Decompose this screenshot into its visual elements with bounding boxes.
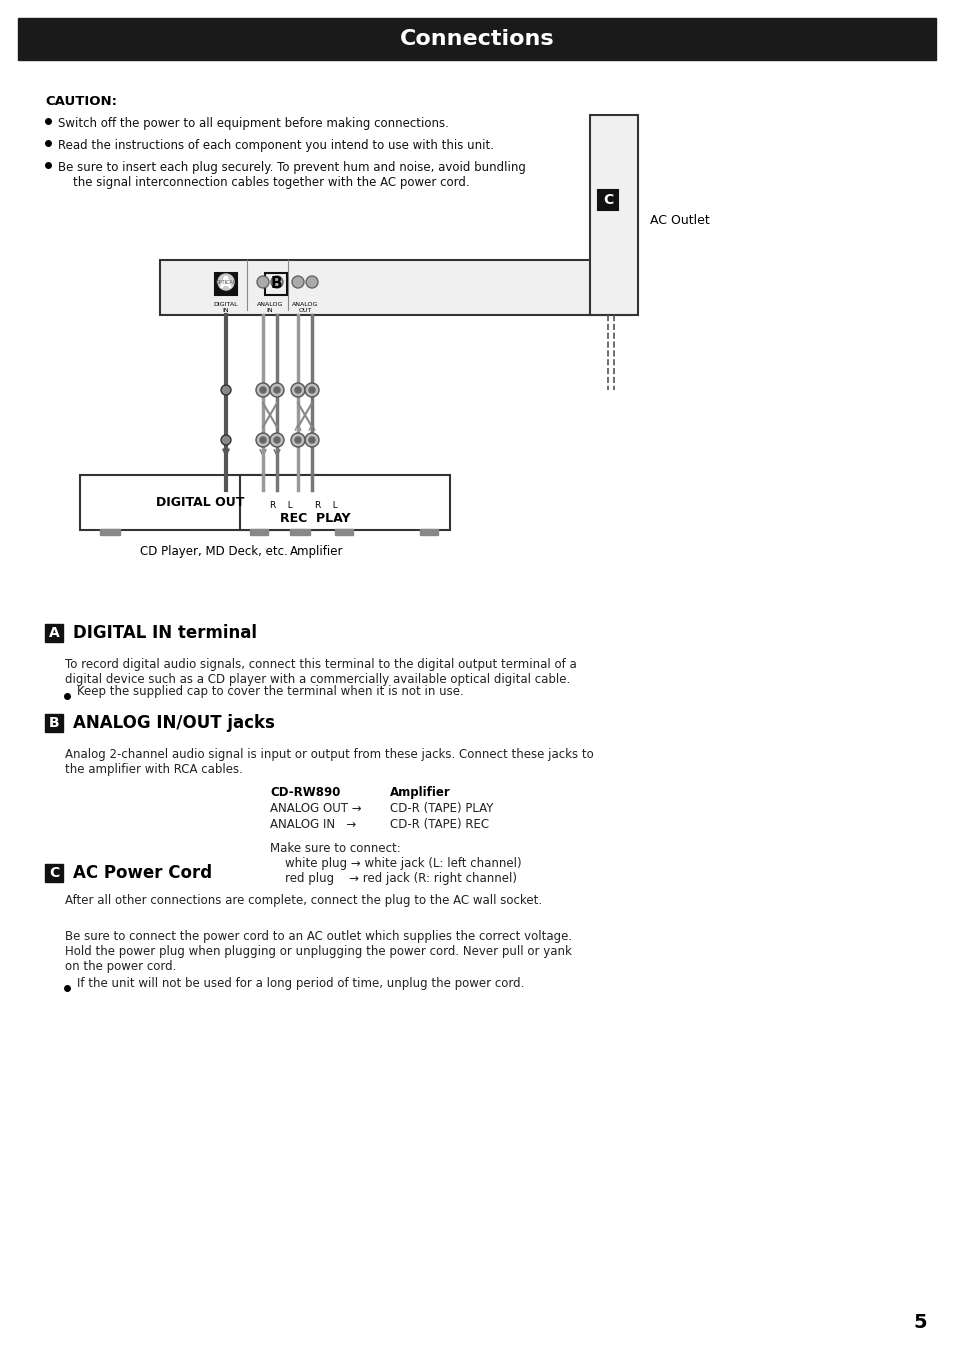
Circle shape [255, 383, 270, 397]
Bar [265, 273, 287, 296]
Text: DIGITAL IN terminal: DIGITAL IN terminal [73, 624, 256, 643]
Circle shape [306, 275, 317, 288]
Text: To record digital audio signals, connect this terminal to the digital output ter: To record digital audio signals, connect… [65, 657, 577, 686]
Circle shape [221, 385, 231, 396]
Circle shape [270, 383, 284, 397]
Text: OPTICAL: OPTICAL [215, 279, 236, 285]
Bar [240, 475, 450, 531]
Bar [290, 529, 310, 535]
Text: B: B [270, 277, 281, 292]
Text: Keep the supplied cap to cover the terminal when it is not in use.: Keep the supplied cap to cover the termi… [77, 684, 463, 698]
Circle shape [291, 383, 305, 397]
Text: Read the instructions of each component you intend to use with this unit.: Read the instructions of each component … [58, 139, 494, 153]
Text: B: B [49, 716, 59, 730]
Text: Amplifier: Amplifier [390, 786, 450, 799]
Bar [80, 475, 319, 531]
Bar [100, 529, 120, 535]
Circle shape [305, 383, 318, 397]
Bar [160, 261, 629, 315]
Text: CD Player, MD Deck, etc.: CD Player, MD Deck, etc. [140, 545, 288, 558]
Text: Analog 2-channel audio signal is input or output from these jacks. Connect these: Analog 2-channel audio signal is input o… [65, 748, 593, 776]
Circle shape [309, 387, 314, 393]
Circle shape [274, 437, 280, 443]
Text: Switch off the power to all equipment before making connections.: Switch off the power to all equipment be… [58, 117, 449, 130]
Text: A: A [49, 626, 59, 640]
Text: AC Power Cord: AC Power Cord [73, 864, 212, 882]
Text: R    L: R L [314, 501, 337, 509]
Text: CD-RW890: CD-RW890 [270, 786, 340, 799]
Circle shape [305, 433, 318, 447]
Text: REC  PLAY: REC PLAY [280, 512, 350, 525]
Text: Amplifier: Amplifier [290, 545, 343, 558]
Text: C: C [49, 865, 59, 880]
Text: If the unit will not be used for a long period of time, unplug the power cord.: If the unit will not be used for a long … [77, 976, 524, 990]
Text: ANALOG
IN: ANALOG IN [256, 302, 283, 313]
Bar [45, 714, 63, 732]
Text: Be sure to connect the power cord to an AC outlet which supplies the correct vol: Be sure to connect the power cord to an … [65, 930, 572, 973]
Circle shape [256, 275, 269, 288]
Circle shape [218, 274, 233, 290]
Text: DIGITAL OUT: DIGITAL OUT [155, 495, 244, 509]
Bar [45, 624, 63, 643]
Bar [335, 529, 353, 535]
Bar [419, 529, 437, 535]
Text: DIGITAL
IN: DIGITAL IN [213, 302, 238, 313]
Text: C: C [602, 193, 613, 207]
Circle shape [260, 437, 266, 443]
Circle shape [260, 387, 266, 393]
Text: 5: 5 [912, 1312, 926, 1331]
Bar [18, 18, 935, 59]
Circle shape [221, 435, 231, 446]
Text: Be sure to insert each plug securely. To prevent hum and noise, avoid bundling
 : Be sure to insert each plug securely. To… [58, 161, 525, 189]
Text: CD-R (TAPE) PLAY: CD-R (TAPE) PLAY [390, 802, 493, 815]
Bar [45, 864, 63, 882]
Text: AC Outlet: AC Outlet [649, 213, 709, 227]
Bar [598, 190, 618, 211]
Text: R    L: R L [270, 501, 293, 509]
Circle shape [274, 387, 280, 393]
Text: A: A [220, 277, 232, 292]
Circle shape [292, 275, 304, 288]
Text: ANALOG IN   →: ANALOG IN → [270, 818, 355, 832]
Circle shape [309, 437, 314, 443]
Circle shape [291, 433, 305, 447]
Text: ANALOG IN/OUT jacks: ANALOG IN/OUT jacks [73, 714, 274, 732]
Bar [214, 273, 236, 296]
Text: CD-R (TAPE) REC: CD-R (TAPE) REC [390, 818, 489, 832]
Circle shape [270, 433, 284, 447]
Text: After all other connections are complete, connect the plug to the AC wall socket: After all other connections are complete… [65, 894, 541, 907]
Text: ANALOG
OUT: ANALOG OUT [292, 302, 318, 313]
Text: Make sure to connect:
    white plug → white jack (L: left channel)
    red plug: Make sure to connect: white plug → white… [270, 842, 521, 886]
Circle shape [271, 275, 283, 288]
Circle shape [255, 433, 270, 447]
Text: Connections: Connections [399, 28, 554, 49]
Bar [250, 529, 268, 535]
Circle shape [294, 437, 301, 443]
Text: CAUTION:: CAUTION: [45, 95, 117, 108]
Text: ANALOG OUT →: ANALOG OUT → [270, 802, 361, 815]
Bar [589, 115, 638, 315]
Circle shape [294, 387, 301, 393]
